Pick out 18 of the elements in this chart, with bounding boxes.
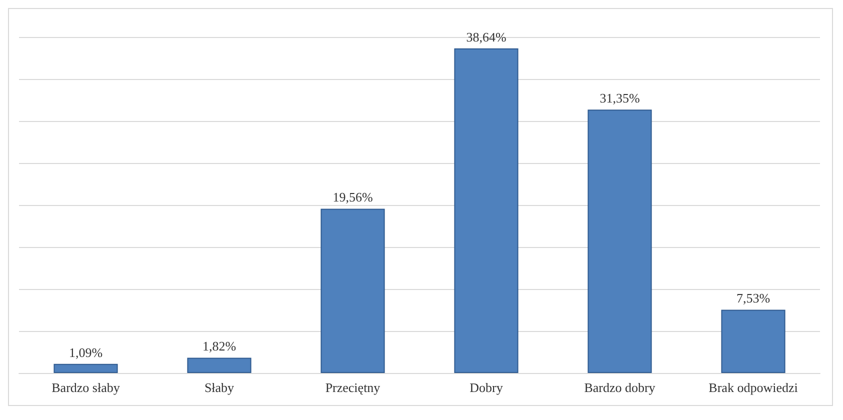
bar (320, 208, 385, 373)
data-label: 7,53% (736, 290, 770, 306)
x-tick-label: Bardzo słaby (52, 380, 120, 395)
x-tick-label: Bardzo dobry (584, 380, 656, 395)
x-tick-label: Dobry (470, 380, 504, 395)
data-label: 38,64% (466, 29, 506, 44)
bar (721, 310, 786, 373)
bar (187, 358, 252, 373)
x-tick-label: Przeciętny (325, 380, 381, 395)
data-label: 1,09% (68, 344, 103, 360)
bar (54, 364, 118, 373)
data-label: 31,35% (600, 90, 640, 106)
bar (454, 48, 518, 373)
data-label: 1,82% (202, 338, 236, 354)
x-tick-label: Brak odpowiedzi (708, 380, 798, 395)
data-label: 19,56% (332, 190, 373, 205)
bar (588, 110, 652, 373)
x-tick-label: Słaby (204, 380, 235, 395)
